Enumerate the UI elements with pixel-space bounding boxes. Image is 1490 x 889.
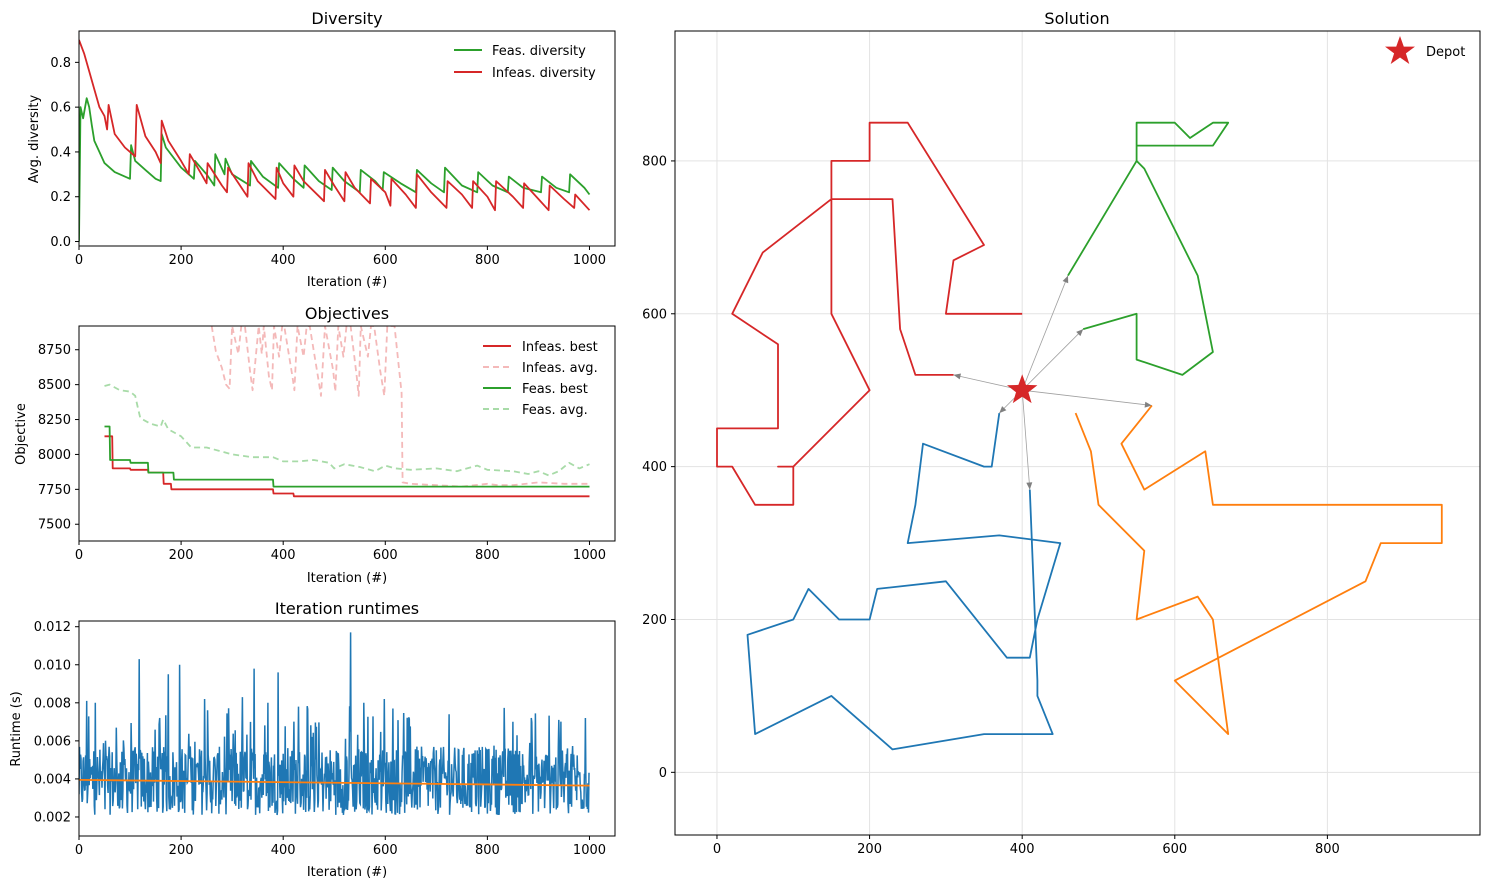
y-tick-label: 0.004 [34,772,71,787]
x-tick-label: 0 [75,843,83,858]
y-tick-label: 0.002 [34,810,71,825]
y-tick-label: 600 [642,307,667,322]
x-tick-label: 0 [75,548,83,563]
diversity-ylabel: Avg. diversity [27,94,42,183]
x-tick-label: 600 [373,253,398,268]
objectives-ylabel: Objective [14,403,29,465]
x-tick-label: 200 [169,843,194,858]
y-tick-label: 0.012 [34,620,71,635]
depot-arrow-line [1022,389,1152,406]
solution-axes-frame [674,30,1481,836]
series-line-infeas-best [104,435,590,498]
x-tick-label: 200 [169,548,194,563]
route-line-orange [1074,404,1443,735]
y-tick-label: 7500 [38,518,71,533]
objectives-xlabel: Iteration (#) [307,571,387,586]
runtimes-panel: Iteration runtimes 0 200 400 600 800 1000 0.00… [9,599,616,880]
y-tick-label: 8250 [38,413,71,428]
x-tick-label: 1000 [573,253,606,268]
solution-title: Solution [1044,9,1109,28]
y-tick-label: 0.006 [34,734,71,749]
depot-arrow-line [1021,275,1069,391]
solution-legend: Depot [1385,36,1465,64]
x-tick-label: 800 [475,843,500,858]
series-line-feas-diversity [79,97,591,242]
x-tick-label: 800 [1315,842,1340,857]
diversity-legend: Feas. diversity Infeas. diversity [454,44,596,81]
y-tick-label: 0.8 [50,56,71,71]
objectives-panel: Objectives 0 200 400 600 800 1000 7500 7750 8000… [14,304,616,586]
x-tick-label: 400 [271,253,296,268]
y-tick-label: 0.6 [50,101,71,116]
depot-arrow-line [1021,328,1084,391]
route-line-green [1067,121,1230,376]
solution-panel: Solution 0 200 400 600 800 0 200 400 600 800 Depo… [642,9,1481,857]
runtimes-xlabel: Iteration (#) [307,865,387,880]
diversity-title: Diversity [311,9,382,28]
depot-arrow-head [953,373,961,380]
y-tick-label: 8500 [38,378,71,393]
legend-label-feas-diversity: Feas. diversity [492,44,586,59]
y-tick-label: 400 [642,460,667,475]
x-tick-label: 400 [271,548,296,563]
y-tick-label: 800 [642,154,667,169]
x-tick-label: 1000 [573,548,606,563]
x-tick-label: 600 [373,843,398,858]
y-tick-label: 0 [659,766,667,781]
depot-arrow-head [1144,401,1152,408]
legend-label-infeas-diversity: Infeas. diversity [492,66,596,81]
objectives-title: Objectives [305,304,389,323]
y-tick-label: 0.008 [34,696,71,711]
y-tick-label: 0.010 [34,658,71,673]
x-tick-label: 600 [373,548,398,563]
x-tick-label: 800 [475,548,500,563]
x-tick-label: 1000 [573,843,606,858]
y-tick-label: 0.2 [50,190,71,205]
y-tick-label: 8750 [38,343,71,358]
legend-label-infeas-avg: Infeas. avg. [522,361,598,376]
legend-label-feas-best: Feas. best [522,382,588,397]
runtime-series-line [79,632,590,816]
y-tick-label: 0.4 [50,145,71,160]
x-tick-label: 200 [169,253,194,268]
diversity-xlabel: Iteration (#) [307,275,387,290]
legend-label-infeas-best: Infeas. best [522,340,598,355]
objectives-axes-frame [78,325,616,542]
depot-arrow-head [1062,275,1069,284]
y-tick-label: 8000 [38,448,71,463]
x-tick-label: 400 [1010,842,1035,857]
series-line-feas-best [104,425,590,488]
legend-label-feas-avg: Feas. avg. [522,403,588,418]
series-line-infeas-diversity [79,39,591,212]
x-tick-label: 800 [475,253,500,268]
route-line-red [716,121,1023,506]
x-tick-label: 0 [713,842,721,857]
y-tick-label: 7750 [38,483,71,498]
runtimes-ylabel: Runtime (s) [9,691,24,766]
runtimes-axes-frame [78,620,616,837]
objectives-legend: Infeas. best Infeas. avg. Feas. best Fea… [483,340,598,418]
runtime-trend-line [79,779,590,787]
x-tick-label: 600 [1162,842,1187,857]
route-line-blue [746,412,1062,751]
y-tick-label: 0.0 [50,235,71,250]
y-tick-label: 200 [642,613,667,628]
series-line-infeas-avg [210,326,590,488]
series-line-feas-avg [104,383,590,477]
depot-arrow-head [1076,329,1084,337]
diversity-axes-frame [78,30,616,247]
legend-label-depot: Depot [1426,45,1465,60]
x-tick-label: 0 [75,253,83,268]
x-tick-label: 200 [857,842,882,857]
depot-arrow-head [999,406,1007,414]
depot-arrow-head [1026,482,1033,490]
x-tick-label: 400 [271,843,296,858]
depot-arrow-line [1021,390,1031,490]
diversity-panel: Diversity 0 200 400 600 800 1000 0.0 0.2 0.4 0.6 0… [27,9,616,290]
legend-depot-star-icon [1385,36,1415,64]
runtimes-title: Iteration runtimes [275,599,419,618]
depot-star-icon [1007,374,1038,404]
